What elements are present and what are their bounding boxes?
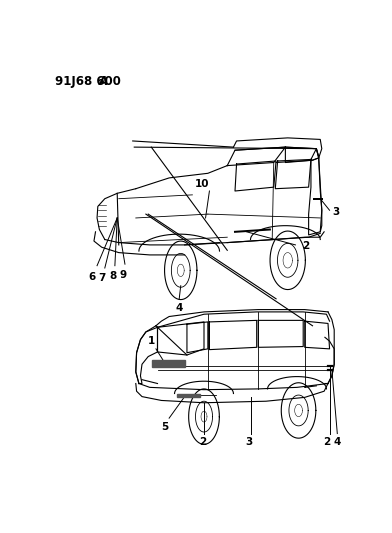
Text: 3: 3	[332, 207, 339, 217]
Bar	[152, 360, 185, 367]
Text: 2: 2	[302, 241, 309, 252]
Text: 4: 4	[334, 437, 341, 447]
Text: 3: 3	[245, 438, 252, 447]
Text: 5: 5	[162, 422, 169, 432]
Bar	[177, 393, 200, 398]
Text: 1: 1	[148, 336, 155, 346]
Text: 9: 9	[120, 270, 127, 279]
Text: 8: 8	[109, 271, 116, 281]
Text: 6: 6	[88, 272, 95, 282]
Text: 91J68 600: 91J68 600	[55, 75, 121, 88]
Text: 7: 7	[98, 273, 105, 284]
Text: 2: 2	[199, 438, 206, 447]
Text: 4: 4	[176, 303, 183, 313]
Text: 10: 10	[194, 179, 209, 189]
Text: 2: 2	[323, 437, 330, 447]
Text: A: A	[99, 75, 108, 88]
